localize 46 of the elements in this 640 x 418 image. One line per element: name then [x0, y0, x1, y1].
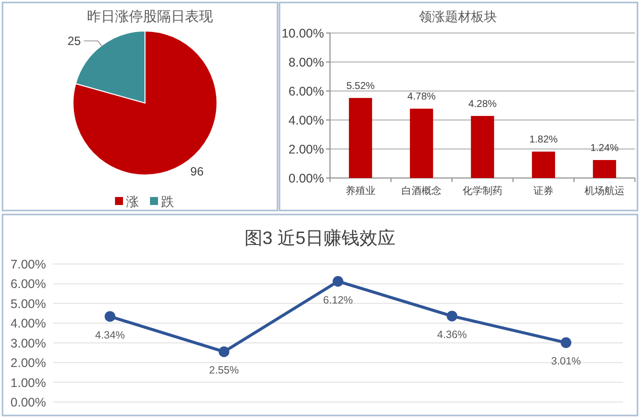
data-label: 2.55%	[209, 364, 239, 377]
point	[104, 311, 116, 322]
y-tick-label: 6.00%	[288, 84, 324, 98]
y-tick-label: 4.00%	[10, 316, 46, 331]
y-tick-label: 10.00%	[282, 26, 324, 40]
point	[218, 346, 230, 358]
data-label: 4.28%	[468, 98, 497, 110]
data-label: 6.12%	[323, 294, 353, 306]
chart-title: 图3 近5日赚钱效应	[244, 228, 396, 248]
x-tick-label: 机场航运	[584, 185, 624, 197]
y-tick-label: 7.00%	[10, 258, 46, 272]
y-tick-label: 8.00%	[288, 56, 324, 70]
bar	[348, 98, 372, 178]
y-tick-label: 0.00%	[288, 172, 324, 186]
y-tick-label: 4.00%	[288, 114, 324, 128]
chart-title: 领涨题材板块	[419, 9, 497, 24]
data-label: 25	[67, 34, 82, 48]
x-tick-label: 化学制药	[462, 185, 502, 197]
bar	[470, 116, 494, 178]
data-label: 4.34%	[95, 329, 125, 342]
data-label: 5.52%	[346, 80, 375, 92]
y-tick-label: 5.00%	[10, 296, 46, 311]
y-tick-label: 2.00%	[288, 142, 324, 156]
legend-label: 跌	[161, 194, 174, 209]
chart-title: 昨日涨停股隔日表现	[87, 8, 213, 24]
data-label: 4.78%	[407, 92, 436, 103]
data-label: 96	[190, 164, 204, 179]
y-tick-label: 3.00%	[10, 336, 46, 350]
legend-label: 涨	[126, 194, 139, 209]
data-label: 4.36%	[437, 329, 467, 342]
bar	[592, 160, 616, 178]
data-label: 1.24%	[590, 143, 619, 154]
x-tick-label: 证券	[534, 185, 554, 197]
y-tick-label: 1.00%	[10, 376, 46, 390]
y-tick-label: 6.00%	[10, 277, 46, 292]
point	[332, 276, 344, 287]
data-label: 3.01%	[551, 356, 581, 368]
point	[560, 337, 572, 348]
bar	[410, 108, 434, 178]
bar	[532, 152, 556, 178]
y-tick-label: 2.00%	[10, 356, 46, 370]
data-label: 1.82%	[529, 134, 558, 146]
x-tick-label: 白酒概念	[402, 185, 442, 197]
x-tick-label: 养殖业	[346, 185, 376, 197]
point	[446, 310, 458, 322]
y-tick-label: 0.00%	[10, 396, 46, 410]
